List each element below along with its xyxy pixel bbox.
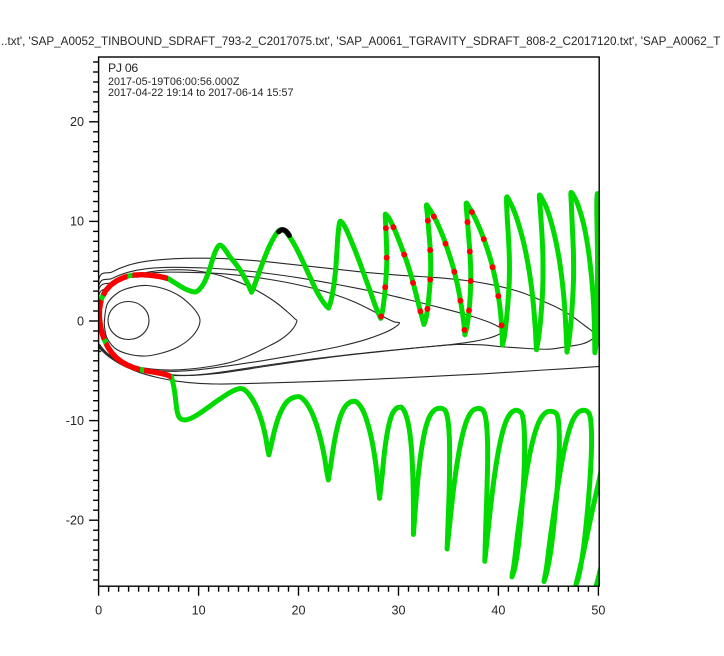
svg-text:50: 50 xyxy=(591,604,605,618)
svg-text:0: 0 xyxy=(95,604,102,618)
svg-text:30: 30 xyxy=(391,604,405,618)
svg-text:20: 20 xyxy=(291,604,305,618)
svg-text:10: 10 xyxy=(192,604,206,618)
svg-text:-20: -20 xyxy=(66,514,84,528)
svg-text:10: 10 xyxy=(70,215,84,229)
svg-text:0: 0 xyxy=(77,314,84,328)
svg-text:20: 20 xyxy=(70,115,84,129)
svg-text:40: 40 xyxy=(491,604,505,618)
svg-text:-10: -10 xyxy=(66,414,84,428)
